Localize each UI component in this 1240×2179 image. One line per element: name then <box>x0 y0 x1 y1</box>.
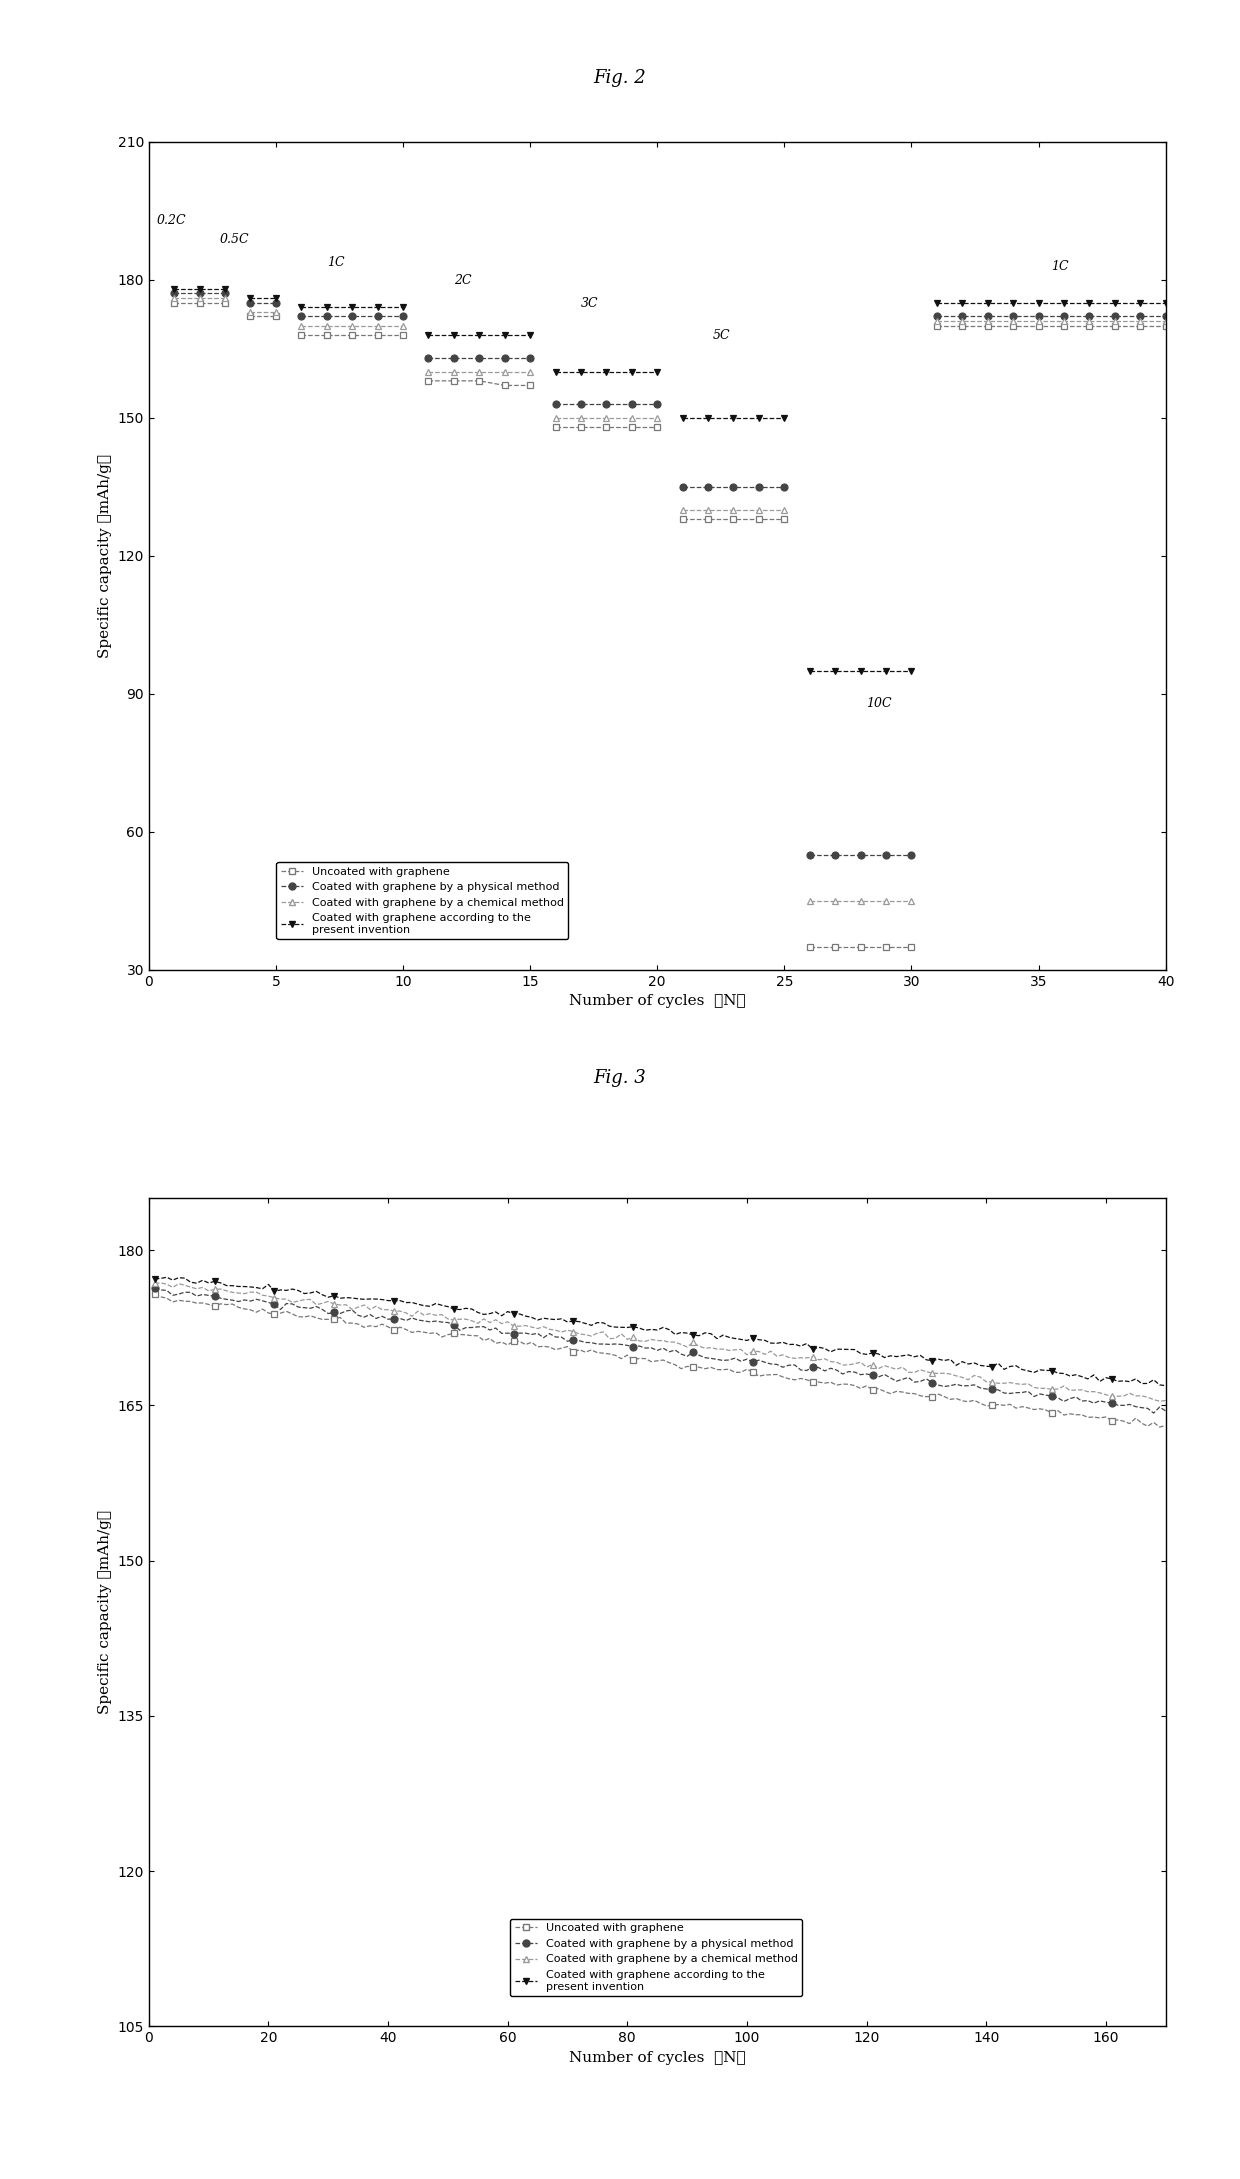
Text: 5C: 5C <box>713 329 730 342</box>
Text: 0.5C: 0.5C <box>219 233 249 246</box>
Text: 3C: 3C <box>580 296 599 309</box>
Text: 2C: 2C <box>454 275 471 288</box>
Text: 10C: 10C <box>866 697 892 710</box>
X-axis label: Number of cycles  （N）: Number of cycles （N） <box>569 994 745 1009</box>
Legend: Uncoated with graphene, Coated with graphene by a physical method, Coated with g: Uncoated with graphene, Coated with grap… <box>510 1920 802 1996</box>
Text: Fig. 3: Fig. 3 <box>594 1070 646 1087</box>
Text: 1C: 1C <box>327 255 345 268</box>
X-axis label: Number of cycles  （N）: Number of cycles （N） <box>569 2050 745 2066</box>
Legend: Uncoated with graphene, Coated with graphene by a physical method, Coated with g: Uncoated with graphene, Coated with grap… <box>277 863 568 939</box>
Y-axis label: Specific capacity （mAh/g）: Specific capacity （mAh/g） <box>98 453 112 658</box>
Text: Fig. 2: Fig. 2 <box>594 70 646 87</box>
Y-axis label: Specific capacity （mAh/g）: Specific capacity （mAh/g） <box>98 1510 112 1715</box>
Text: 1C: 1C <box>1052 261 1069 272</box>
Text: 0.2C: 0.2C <box>156 214 186 227</box>
